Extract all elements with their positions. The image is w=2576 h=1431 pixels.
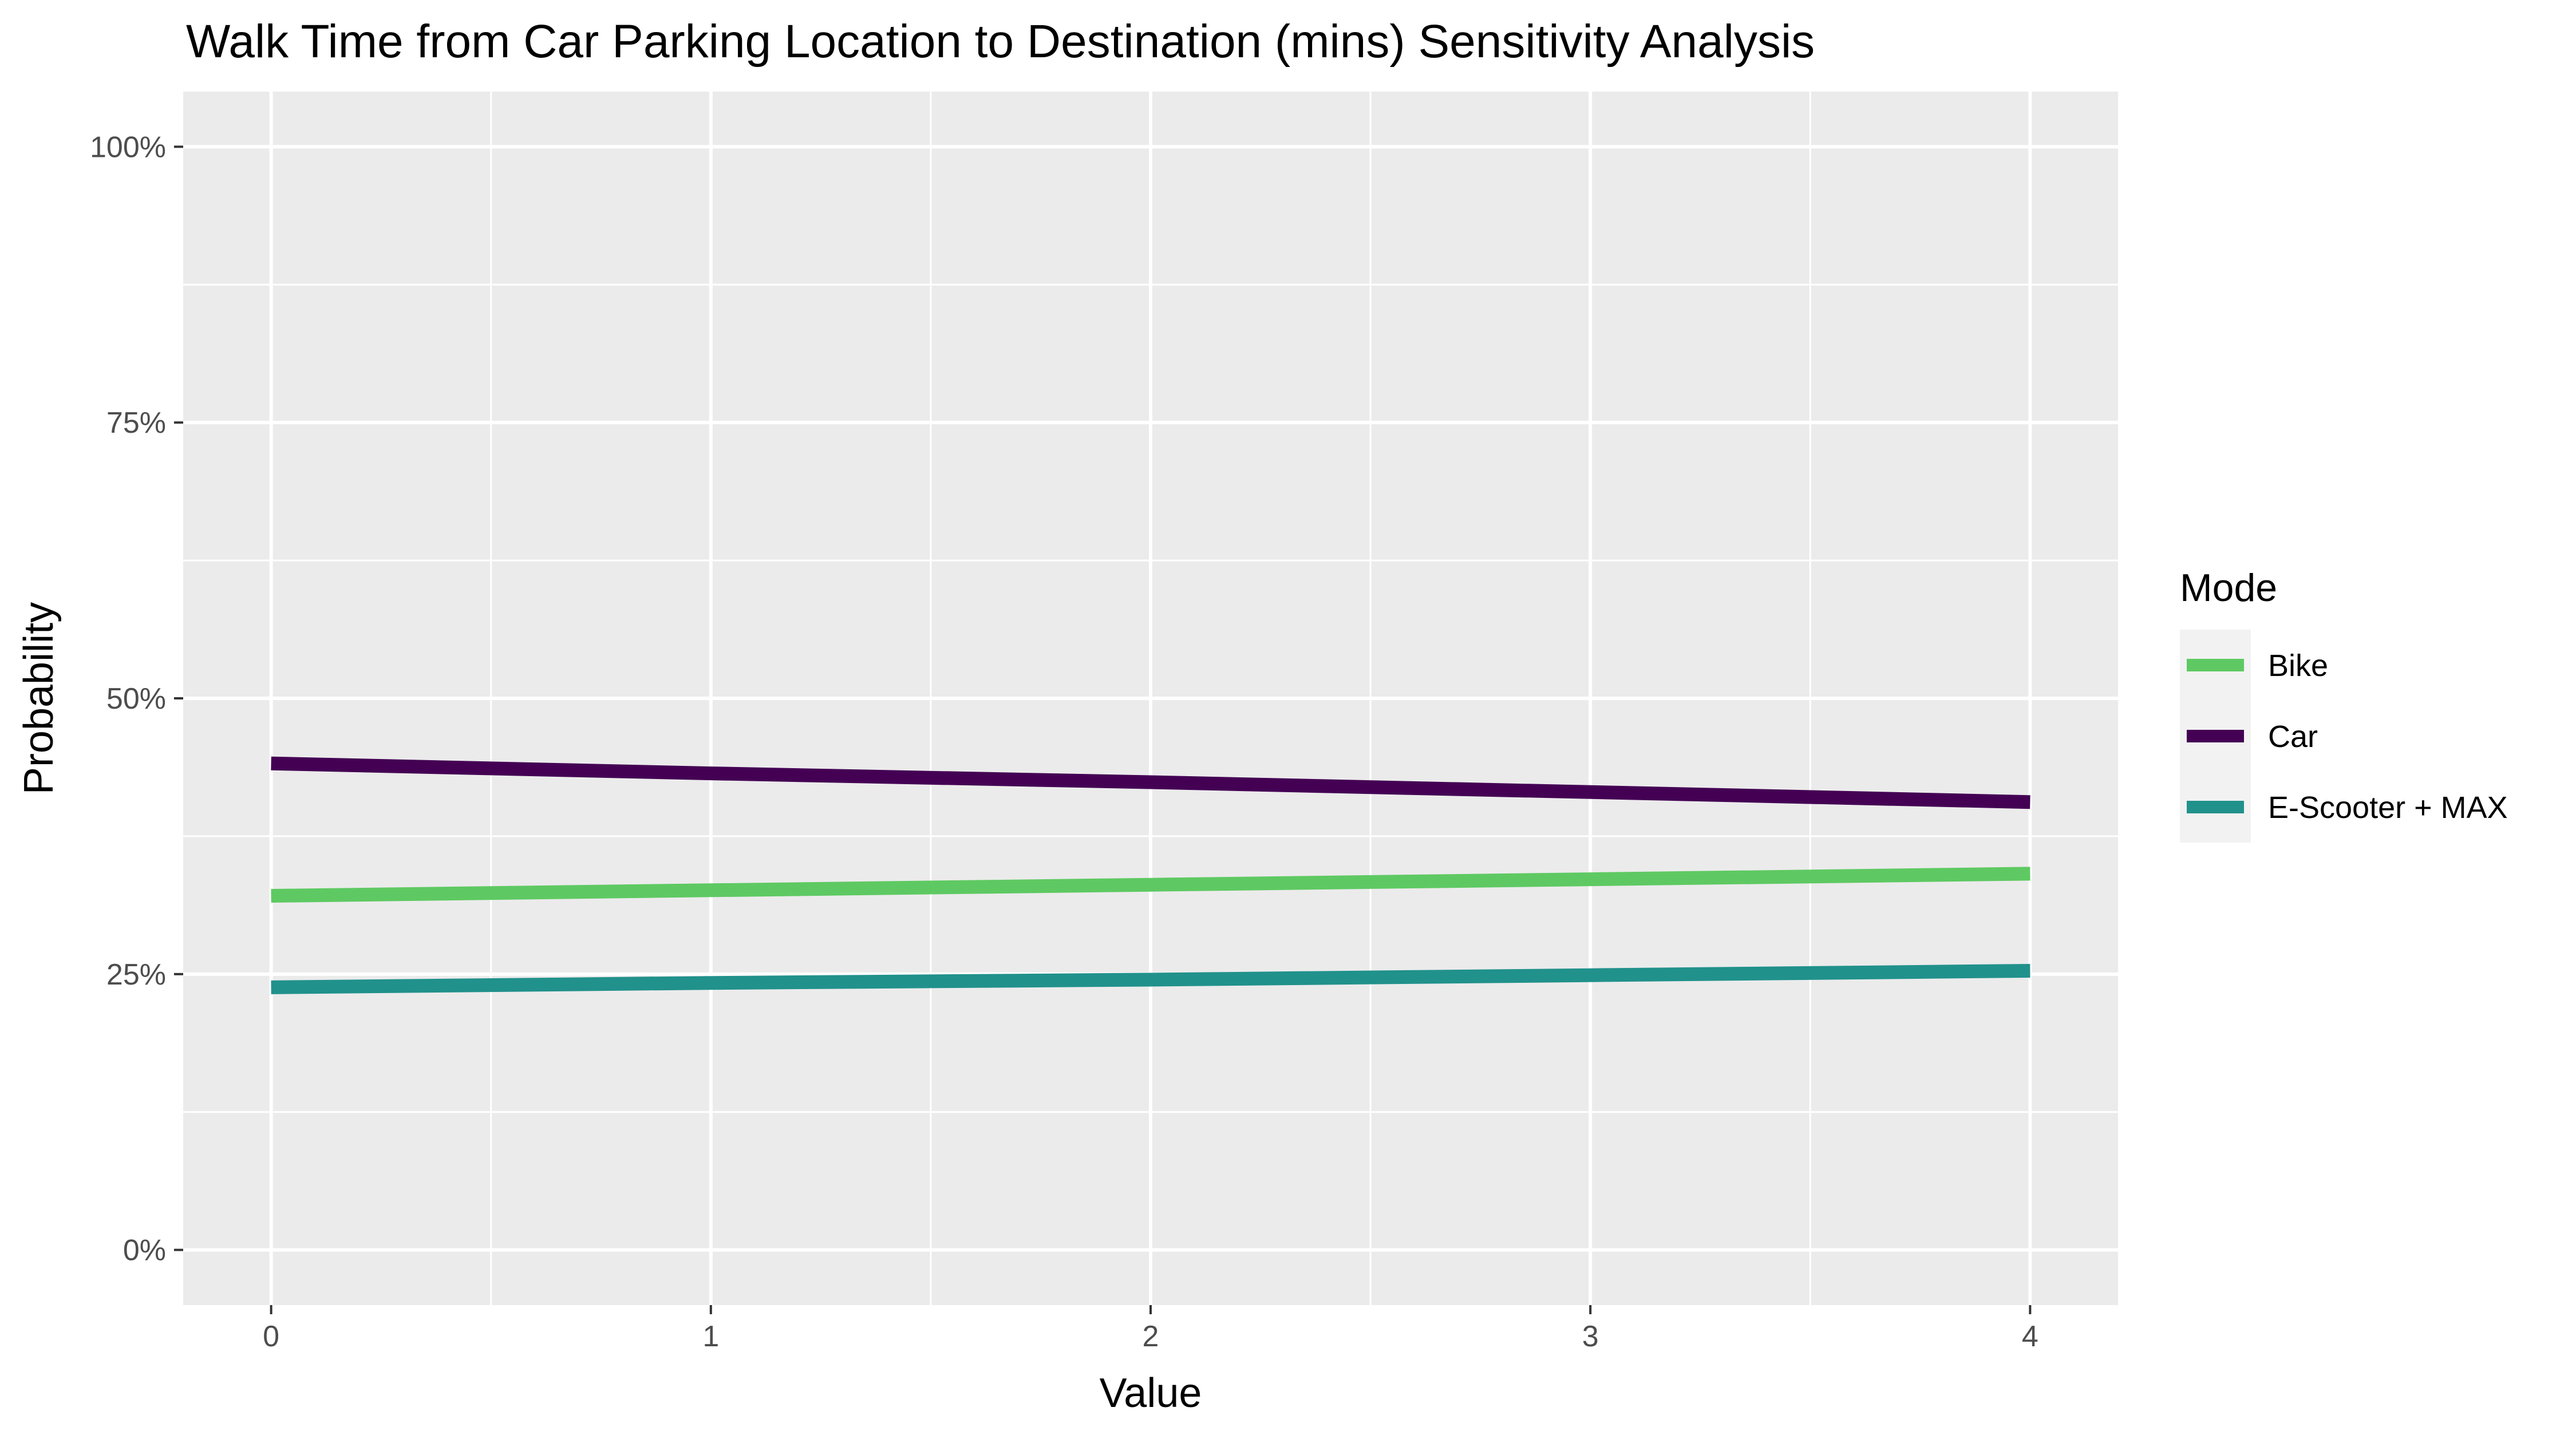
y-axis-title: Probability bbox=[16, 602, 62, 794]
x-tick-label: 2 bbox=[1143, 1320, 1159, 1353]
y-tick-label: 25% bbox=[106, 958, 166, 991]
x-axis: 0 1 2 3 4 bbox=[263, 1305, 2038, 1353]
series-line-bike bbox=[271, 867, 2030, 903]
chart-title: Walk Time from Car Parking Location to D… bbox=[186, 15, 1815, 68]
y-tick-label: 0% bbox=[123, 1234, 166, 1267]
x-tick-label: 4 bbox=[2022, 1320, 2038, 1353]
x-axis-title: Value bbox=[1100, 1370, 1202, 1416]
x-tick-label: 0 bbox=[263, 1320, 279, 1353]
series-line-car bbox=[271, 756, 2030, 809]
legend: Mode Bike Car E-Scooter + MAX bbox=[2180, 566, 2508, 843]
legend-label-bike: Bike bbox=[2268, 649, 2328, 683]
legend-label-car: Car bbox=[2268, 720, 2318, 754]
series-line-e-scooter-max bbox=[271, 964, 2030, 994]
y-tick-label: 50% bbox=[106, 682, 166, 716]
legend-label-e-scooter-max: E-Scooter + MAX bbox=[2268, 790, 2508, 825]
x-tick-label: 3 bbox=[1582, 1320, 1599, 1353]
y-axis: 0% 25% 50% 75% 100% bbox=[90, 131, 183, 1267]
x-tick-label: 1 bbox=[702, 1320, 719, 1353]
series-lines bbox=[271, 756, 2030, 994]
y-tick-label: 100% bbox=[90, 131, 166, 164]
legend-items: Bike Car E-Scooter + MAX bbox=[2180, 630, 2508, 843]
legend-title: Mode bbox=[2180, 566, 2277, 610]
y-tick-label: 75% bbox=[106, 406, 166, 440]
